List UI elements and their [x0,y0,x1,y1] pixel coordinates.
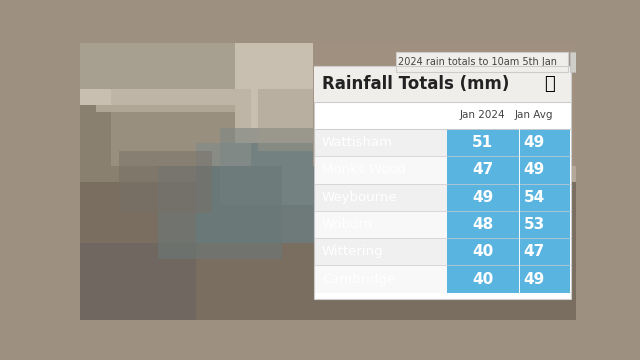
Text: 47: 47 [524,244,545,259]
Bar [498,129,570,293]
Text: 49: 49 [524,271,545,287]
Text: 47: 47 [472,162,493,177]
Bar [111,89,250,166]
Text: 40: 40 [472,271,493,287]
Text: 🌧: 🌧 [544,75,555,93]
Text: Cambridge: Cambridge [322,273,395,285]
Bar [570,52,584,72]
Bar [220,128,312,205]
Text: 49: 49 [524,162,545,177]
Bar [586,52,599,72]
Bar [80,43,312,128]
Bar [119,151,212,213]
Text: Rainfall Totals (mm): Rainfall Totals (mm) [322,75,509,93]
Bar [196,143,351,243]
Text: 54: 54 [524,190,545,205]
Text: 49: 49 [524,135,545,150]
Bar [314,238,447,265]
Bar [157,166,282,259]
Bar [312,43,576,166]
Bar [314,66,572,299]
Text: Wattisham: Wattisham [322,136,393,149]
Bar [259,89,336,151]
Bar [80,43,235,89]
Bar [80,243,196,320]
Bar [95,51,312,112]
Bar [314,129,447,156]
Text: 40: 40 [472,244,493,259]
Bar [447,129,518,293]
Text: Jan 2024: Jan 2024 [460,111,506,120]
Bar [314,265,447,293]
Bar [80,43,576,182]
Bar [314,211,447,238]
Text: Woburn: Woburn [322,218,373,231]
Text: 49: 49 [472,190,493,205]
Text: Monks Wood: Monks Wood [322,163,406,176]
Bar [396,52,568,72]
Text: 48: 48 [472,217,493,232]
Text: 51: 51 [472,135,493,150]
Text: 2024 rain totals to 10am 5th Jan: 2024 rain totals to 10am 5th Jan [397,57,557,67]
Text: Wittering: Wittering [322,245,383,258]
Text: Weybourne: Weybourne [322,191,397,204]
Bar [314,184,447,211]
Bar [314,156,447,184]
Text: Jan Avg: Jan Avg [515,111,554,120]
Text: 53: 53 [524,217,545,232]
Bar [80,182,576,320]
Bar [80,105,235,182]
Bar [314,66,572,102]
